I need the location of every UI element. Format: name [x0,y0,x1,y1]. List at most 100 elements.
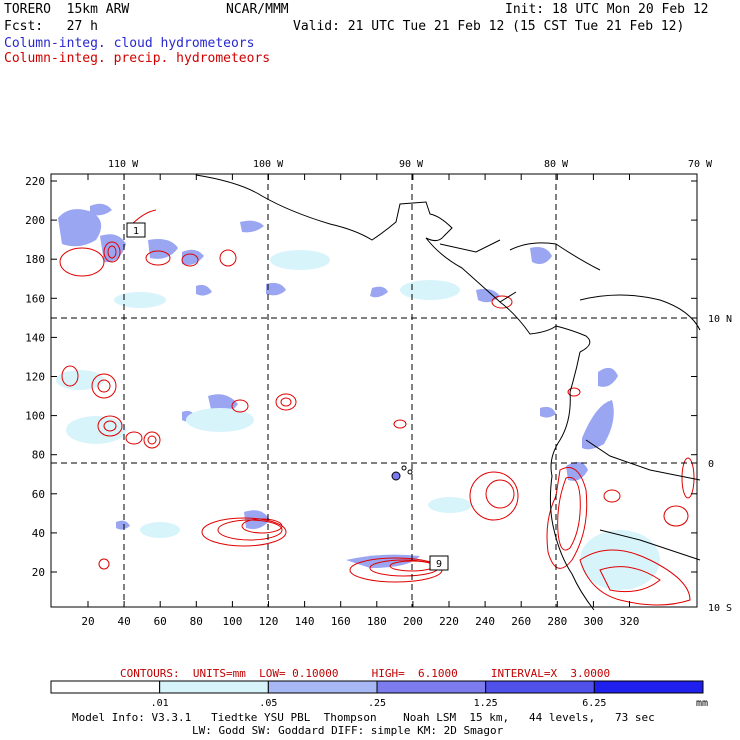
cloud-area [186,408,254,432]
precip-contour [241,518,283,534]
precip-contour [567,387,581,397]
cloud-area [140,522,180,538]
precip-contour [485,479,515,509]
precip-contour [393,419,407,429]
forecast-hour: Fcst: 27 h [4,19,98,34]
lon-label: 70 W [688,159,713,170]
x-tick-label: 280 [547,615,567,628]
cloud-area [428,497,472,513]
lon-label: 100 W [253,159,284,170]
lat-labels: 10 N 0 10 S [708,314,732,614]
precip-contour [97,379,111,393]
valid-time: Valid: 21 UTC Tue 21 Feb 12 (15 CST Tue … [293,19,685,34]
lon-label: 80 W [544,159,569,170]
precip-contour [145,250,171,266]
x-tick-label: 100 [222,615,242,628]
coastline-south-america-interior [579,294,701,331]
precip-contour [147,435,157,445]
precip-contour [557,476,581,551]
y-tick-label: 160 [25,292,45,305]
cloud-area [598,367,618,387]
x-tick-label: 60 [154,615,167,628]
cloud-area [196,284,212,296]
galapagos-island [401,465,407,471]
precip-contour [663,505,689,527]
colorbar-swatch [159,680,269,694]
lat-label: 10 S [708,603,732,614]
y-tick-label: 100 [25,410,45,423]
x-axis: 20 40 60 80 100 120 140 160 180 200 220 240 260 280 30… [81,174,639,628]
x-tick-label: 300 [583,615,603,628]
colorbar-swatch [376,680,487,694]
cloud-area [540,406,556,418]
precip-contour [491,295,513,309]
colorbar-label: 6.25 [582,698,606,709]
coastlines [195,174,701,611]
y-tick-label: 80 [32,449,45,462]
y-tick-label: 20 [32,566,45,579]
storm-box-9 [429,555,449,571]
cloud-area [58,209,102,247]
precip-contour [546,467,588,569]
precip-contour [103,241,121,263]
precip-contour [219,249,237,267]
galapagos-island [391,471,401,481]
cloud-area [114,292,166,308]
x-tick-label: 20 [81,615,94,628]
precip-contour [59,247,105,277]
y-tick-label: 180 [25,253,45,266]
colorbar-unit: mm [696,698,708,709]
precip-contour [681,457,695,499]
y-axis: 220 200 180 160 140 120 100 80 60 40 20 [25,175,697,579]
model-info: Model Info: V3.3.1 Tiedtke YSU PBL Thomp… [72,711,655,737]
precip-contour [201,517,287,547]
legend-cloud: Column-integ. cloud hydrometeors [4,36,255,51]
model-title: TORERO 15km ARW [4,2,130,17]
coastline-mexico [195,174,453,242]
precip-contour [579,549,691,606]
precip-contour [275,393,297,411]
cloud-area [530,247,552,264]
precip-contour [125,431,143,445]
y-tick-label: 60 [32,488,45,501]
colorbar-swatch [593,680,704,694]
storm-box-1 [126,222,146,238]
precip-contour [143,431,161,449]
y-tick-label: 200 [25,214,45,227]
galapagos-island [407,469,413,475]
lon-label: 90 W [399,159,424,170]
precip-contour [599,566,661,593]
y-tick-label: 120 [25,371,45,384]
legend-precip: Column-integ. precip. hydrometeors [4,51,271,66]
precip-contour [280,397,292,407]
x-tick-label: 160 [331,615,351,628]
init-time: Init: 18 UTC Mon 20 Feb 12 [505,2,709,17]
model-info-line2: LW: Godd SW: Goddard DIFF: simple KM: 2D… [192,724,504,737]
precip-contour [469,471,519,521]
contours-info: CONTOURS: UNITS=mm LOW= 0.10000 HIGH= 6.… [120,667,611,680]
precip-contour [103,420,117,432]
colorbar-label: .05 [259,698,277,709]
model-info-line1: Model Info: V3.3.1 Tiedtke YSU PBL Thomp… [72,711,655,724]
precip-contour [603,489,621,503]
precip-contour [98,558,110,570]
cloud-area [370,286,388,298]
x-tick-label: 240 [475,615,495,628]
cloud-area [90,203,112,216]
map-frame [50,173,698,608]
cloud-area [116,520,130,530]
storm-box-label: 9 [436,559,442,570]
x-tick-label: 180 [367,615,387,628]
x-tick-label: 80 [190,615,203,628]
precip-contours [59,209,695,606]
y-tick-label: 40 [32,527,45,540]
cloud-area [580,530,660,590]
organization: NCAR/MMM [226,2,289,17]
x-tick-label: 200 [403,615,423,628]
precip-contour [107,245,117,259]
colorbar-label: .01 [151,698,169,709]
cloud-area [270,250,330,270]
lon-label: 110 W [108,159,139,170]
colorbar-swatch [267,680,378,694]
